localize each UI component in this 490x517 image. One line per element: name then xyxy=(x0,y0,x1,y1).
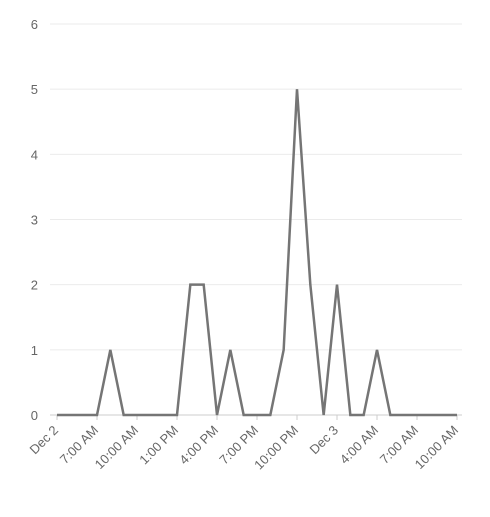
x-tick-label: 1:00 PM xyxy=(136,423,181,468)
data-line xyxy=(57,89,457,417)
y-tick-label: 4 xyxy=(31,147,38,162)
x-tick-label: 4:00 PM xyxy=(176,423,221,468)
y-tick-label: 6 xyxy=(31,17,38,32)
y-tick-label: 0 xyxy=(31,408,38,423)
x-tick-label: 4:00 AM xyxy=(337,423,381,467)
x-tick-label: 10:00 AM xyxy=(412,423,461,472)
y-tick-label: 2 xyxy=(31,278,38,293)
y-tick-label: 1 xyxy=(31,343,38,358)
x-tick-label: Dec 3 xyxy=(306,423,341,458)
x-tick-label: 10:00 PM xyxy=(251,423,301,473)
x-tick-label: 10:00 AM xyxy=(92,423,141,472)
y-tick-label: 3 xyxy=(31,213,38,228)
x-tick-label: Dec 2 xyxy=(26,423,61,458)
y-tick-label: 5 xyxy=(31,82,38,97)
